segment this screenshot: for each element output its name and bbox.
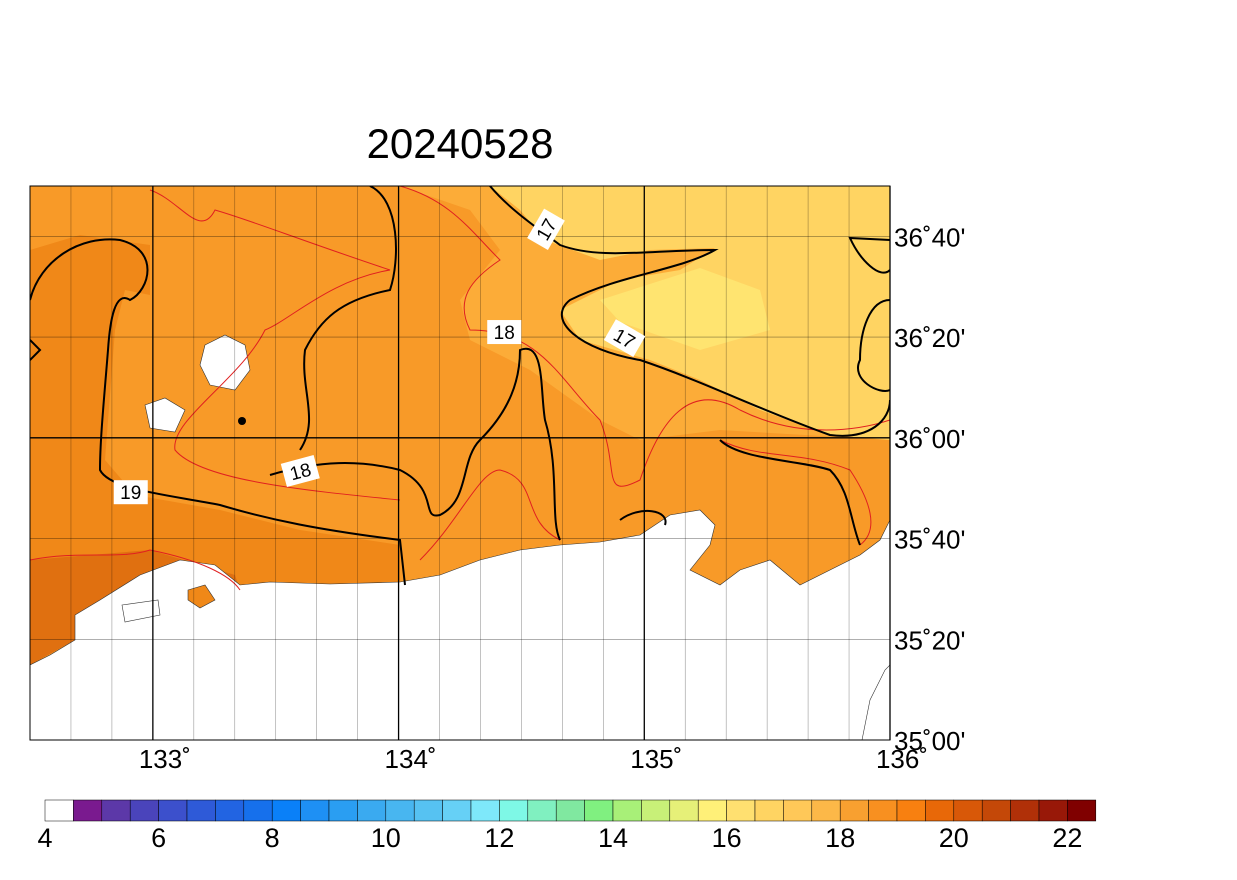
colorbar-box [44,799,74,822]
x-tick-label: 133˚ [139,744,191,774]
y-tick-label: 35˚40' [894,525,965,555]
colorbar-box [385,799,415,822]
y-tick-label: 36˚20' [894,323,965,353]
colorbar-box [129,799,159,822]
colorbar-box [612,799,642,822]
y-tick-label: 35˚00' [894,726,965,756]
contour-label: 18 [487,320,522,345]
colorbar-box [981,799,1011,822]
colorbar-box [1038,799,1068,822]
colorbar-box [1067,799,1097,822]
colorbar-box [783,799,813,822]
colorbar-box [726,799,756,822]
colorbar-box [697,799,727,822]
colorbar-label: 14 [598,823,628,853]
colorbar-box [868,799,898,822]
x-tick-label: 135˚ [630,744,682,774]
colorbar-box [442,799,472,822]
colorbar-box [925,799,955,822]
contour-label: 17 [527,208,565,251]
colorbar-box [811,799,841,822]
y-tick-label: 36˚40' [894,222,965,252]
label-box [280,455,320,488]
x-tick-label: 134˚ [385,744,437,774]
colorbar-box [357,799,387,822]
colorbar-box [101,799,131,822]
colorbar-box [158,799,188,822]
contour-label-text: 18 [494,323,515,344]
colorbar-label: 10 [371,823,401,853]
colorbar-box [243,799,273,822]
colorbar-box [584,799,614,822]
colorbar-box [413,799,443,822]
label-box [603,319,646,357]
colorbar-label: 20 [939,823,969,853]
colorbar-box [953,799,983,822]
graticule: 133˚ 134˚ 135˚ 136˚35˚00' 35˚20' 35˚40' 36˚00'… [30,186,965,774]
colorbar-box [555,799,585,822]
colorbar-label: 18 [825,823,855,853]
colorbar-box [1010,799,1040,822]
colorbar-label: 12 [484,823,514,853]
map-fill [30,186,890,740]
contour-label: 19 [113,480,148,505]
colorbar-box [896,799,926,822]
label-box [113,480,148,505]
colorbar-box [754,799,784,822]
title: 20240528 [367,120,554,167]
colorbar-label: 22 [1052,823,1082,853]
colorbar-box [328,799,358,822]
colorbar-label: 16 [712,823,742,853]
colorbar-box [499,799,529,822]
colorbar-box [839,799,869,822]
colorbar-box [300,799,330,822]
label-box [487,320,522,345]
colorbar-box [186,799,216,822]
colorbar-box [73,799,103,822]
colorbar: 4 6 8 10 12 14 16 18 20 22 [37,799,1097,853]
colorbar-box [669,799,699,822]
colorbar-box [470,799,500,822]
colorbar-label: 6 [151,823,166,853]
colorbar-box [527,799,557,822]
map-frame [29,185,891,741]
colorbar-box [271,799,301,822]
colorbar-label: 8 [265,823,280,853]
y-tick-label: 36˚00' [894,424,965,454]
label-box [527,208,565,251]
colorbar-box [215,799,245,822]
colorbar-box [641,799,671,822]
y-tick-label: 35˚20' [894,625,965,655]
colorbar-label: 4 [37,823,52,853]
x-tick-label: 136˚ [876,744,928,774]
contour-label-text: 19 [120,483,141,504]
